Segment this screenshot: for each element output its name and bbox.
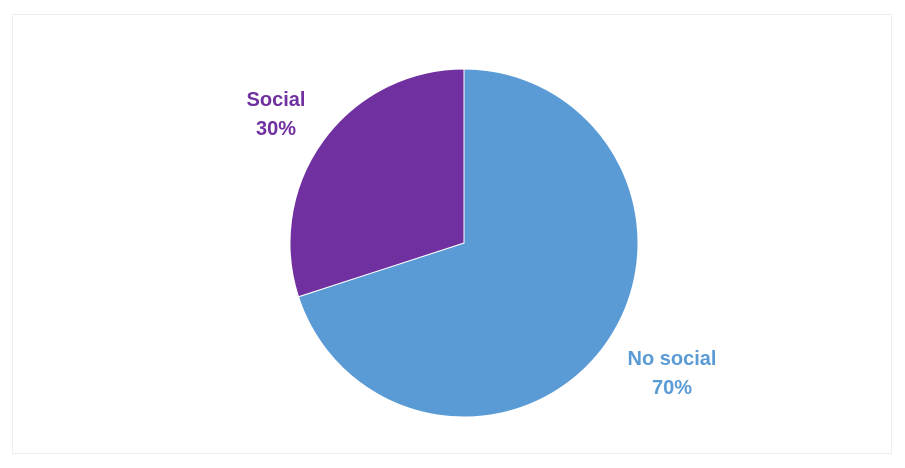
- pie-slices: [289, 68, 639, 418]
- label-no-social-name: No social: [628, 348, 717, 370]
- label-social-name: Social: [247, 89, 306, 111]
- pie-slice-no-social: [297, 68, 639, 418]
- pie-slice-social: [289, 68, 465, 298]
- pie-data-labels: No social 70% Social 30%: [247, 89, 717, 399]
- label-no-social-percent: 70%: [652, 377, 692, 399]
- label-social-percent: 30%: [256, 118, 296, 140]
